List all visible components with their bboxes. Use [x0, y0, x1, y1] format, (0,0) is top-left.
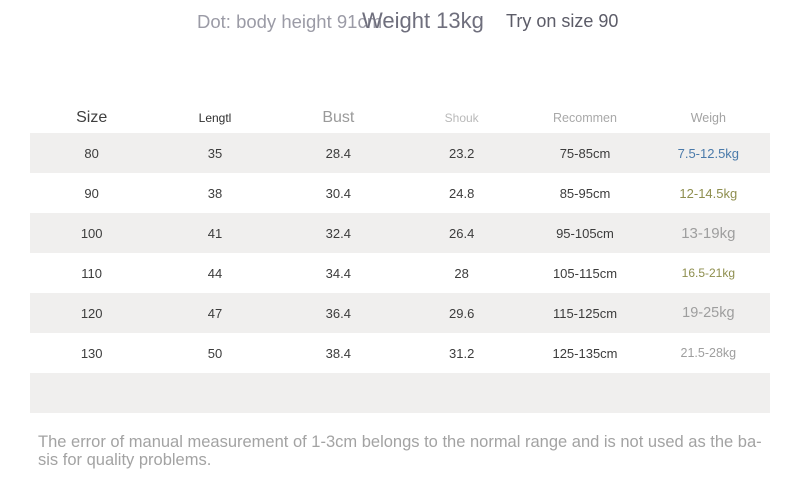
cell-recommend: 75-85cm [559, 145, 611, 161]
cell-bust: 34.4 [325, 265, 351, 281]
cell-recommend: 105-115cm [552, 265, 618, 281]
cell-length: 44 [207, 265, 223, 281]
table-row: 100 41 32.4 26.4 95-105cm 13-19kg [30, 213, 770, 253]
cell-shoulder: 29.6 [449, 305, 475, 321]
header-cell-weight: Weigh [690, 111, 726, 125]
cell-bust: 38.4 [325, 345, 351, 361]
header-cell-length: Lengtl [198, 111, 232, 125]
cell-size: 120 [80, 305, 103, 321]
disclaimer: The error of manual measurement of 1-3cm… [38, 433, 796, 469]
header-cell-size: Size [76, 109, 108, 126]
cell-shoulder: 31.2 [449, 345, 475, 361]
cell-shoulder: 26.4 [449, 225, 475, 241]
cell-weight: 7.5-12.5kg [677, 145, 740, 161]
header-cell-bust: Bust [322, 109, 355, 126]
table-row-empty [30, 373, 770, 413]
header-cell-recommend: Recommen [553, 111, 617, 125]
table-row: 130 50 38.4 31.2 125-135cm 21.5-28kg [30, 333, 770, 373]
disclaimer-line1: The error of manual measurement of 1-3cm… [38, 433, 762, 451]
table-row: 110 44 34.4 28 105-115cm 16.5-21kg [30, 253, 770, 293]
cell-shoulder: 28 [454, 265, 469, 281]
cell-weight: 12-14.5kg [679, 185, 738, 201]
cell-bust: 28.4 [325, 145, 351, 161]
try-on-size-note: Try on size 90 [506, 11, 619, 31]
size-table: Size Lengtl Bust Shouk Recommen Weigh 80… [30, 103, 770, 413]
model-weight-note: Weight 13kg [362, 8, 484, 33]
cell-size: 80 [84, 145, 99, 161]
table-row: 80 35 28.4 23.2 75-85cm 7.5-12.5kg [30, 133, 770, 173]
cell-recommend: 115-125cm [552, 305, 618, 321]
cell-weight: 21.5-28kg [680, 346, 737, 360]
cell-length: 50 [207, 345, 223, 361]
cell-length: 38 [207, 185, 223, 201]
cell-length: 47 [207, 305, 223, 321]
cell-size: 90 [84, 185, 99, 201]
cell-shoulder: 24.8 [449, 185, 475, 201]
cell-weight: 13-19kg [681, 224, 736, 242]
cell-bust: 32.4 [325, 225, 351, 241]
body-height-note: Dot: body height 91cm [197, 11, 383, 32]
cell-length: 41 [207, 225, 223, 241]
cell-recommend: 125-135cm [552, 345, 618, 361]
cell-recommend: 85-95cm [559, 185, 611, 201]
cell-weight: 16.5-21kg [681, 266, 736, 280]
cell-length: 35 [207, 145, 223, 161]
header-cell-shoulder: Shouk [444, 111, 479, 125]
table-row: 90 38 30.4 24.8 85-95cm 12-14.5kg [30, 173, 770, 213]
disclaimer-line2: sis for quality problems. [38, 451, 212, 469]
table-header-row: Size Lengtl Bust Shouk Recommen Weigh [30, 103, 770, 133]
cell-size: 110 [81, 265, 103, 281]
cell-size: 100 [80, 225, 103, 241]
cell-shoulder: 23.2 [449, 145, 475, 161]
cell-bust: 36.4 [325, 305, 351, 321]
table-row: 120 47 36.4 29.6 115-125cm 19-25kg [30, 293, 770, 333]
cell-recommend: 95-105cm [556, 225, 614, 241]
cell-bust: 30.4 [325, 185, 351, 201]
cell-size: 130 [80, 345, 103, 361]
cell-weight: 19-25kg [682, 305, 735, 321]
